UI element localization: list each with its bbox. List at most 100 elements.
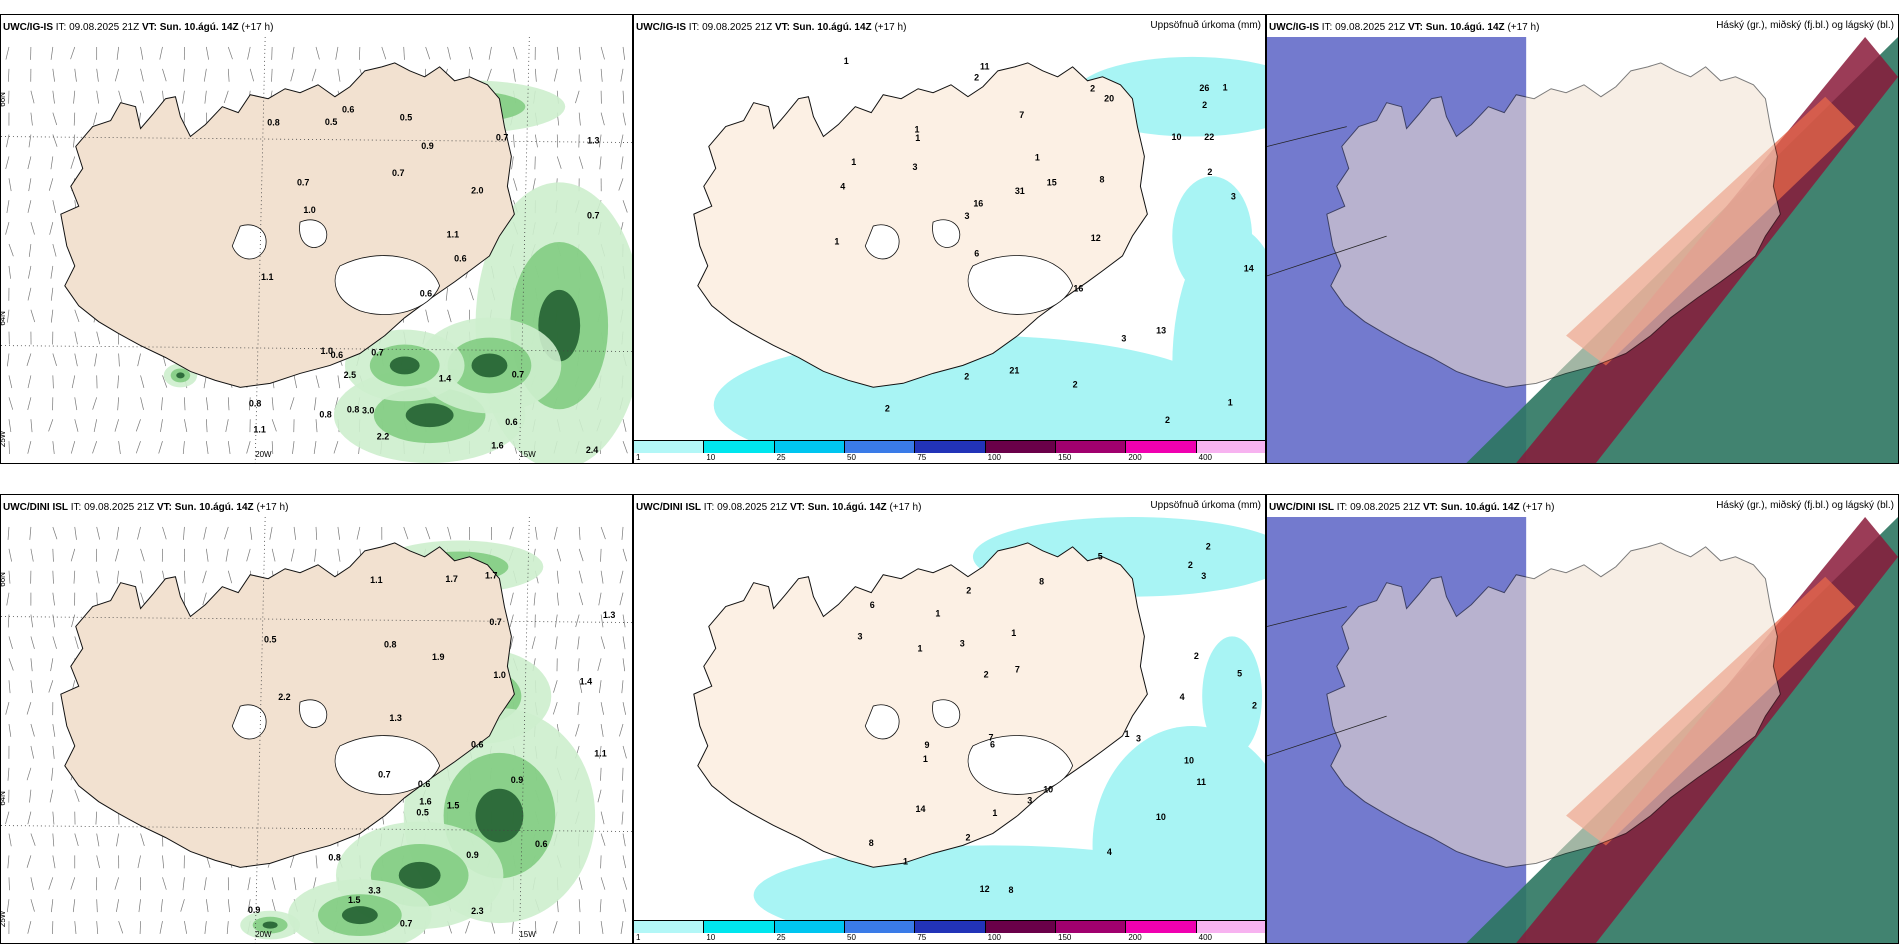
value-label: 2 [1202,100,1207,110]
wind-barb [600,526,606,540]
model-name: UWC/IG-IS [3,21,53,33]
wind-barb [621,680,624,694]
value-label: 16 [1073,284,1083,294]
value-label: 0.6 [535,839,547,849]
wind-barb [117,397,119,411]
wind-barb [182,877,185,891]
axis-labels: 66N 64N 25W 20W 15W [1,92,536,459]
wind-barb [227,68,230,82]
it-label: IT: [55,21,67,33]
value-label: 2 [1252,700,1257,710]
wind-barb [96,592,98,606]
wind-barb [622,789,624,803]
panel-header: UWC/IG-IS IT: 09.08.2025 21Z VT: Sun. 10… [1269,17,1894,37]
wind-barb [532,178,536,192]
wind-barb [96,570,100,584]
wind-barb [96,68,99,82]
wind-barb [575,614,580,628]
value-label: 3 [913,162,918,172]
glacier [299,699,328,728]
wind-barb [620,156,624,170]
panel-title: Uppsöfnuð úrkoma (mm) [1150,20,1261,31]
wind-barb [70,46,76,60]
value-label: 10 [1184,756,1194,766]
wind-barb [162,877,167,890]
wind-barb [74,789,80,803]
lon-label: 20W [255,450,272,459]
value-label: 1.6 [491,441,503,451]
wind-barb [140,548,145,562]
wind-barb [488,46,492,60]
wind-barb [314,397,317,411]
wind-barb [578,877,583,890]
wind-barb [425,46,431,60]
wind-barb [52,112,58,126]
wind-barb [600,767,602,781]
glacier [932,219,961,248]
wind-barb [556,548,562,562]
wind-barb [315,526,318,540]
wind-barb [622,90,625,104]
wind-barb [116,526,119,540]
value-label: 1 [903,856,908,866]
lon-label: 25W [1,430,7,447]
colorbar-tick: 75 [917,453,927,462]
wind-barb [96,331,101,345]
lon-label: 25W [1,910,7,927]
value-label: 3 [1231,191,1236,201]
wind-barb [8,68,10,82]
value-label: 12 [980,884,990,894]
wind-barb [555,614,558,628]
wind-barb [622,702,627,715]
longitude-line [518,37,530,463]
wind-barb [556,156,562,169]
wind-barb [184,570,186,584]
wind-barb [600,614,604,628]
wind-barb [30,899,35,912]
wind-barb [465,920,470,934]
value-label: 1 [844,56,849,66]
value-label: 2.2 [377,431,389,441]
wind-barb [5,811,10,825]
value-label: 0.7 [297,178,309,188]
colorbar-tick: 200 [1128,453,1142,462]
value-label: 8 [869,838,874,848]
wind-barb [447,526,452,540]
value-label: 1.5 [447,800,459,810]
value-label: 3 [1027,796,1032,806]
value-label: 3 [1121,333,1126,343]
colorbar-swatch [915,921,986,933]
wind-barb [8,243,14,257]
wind-barb [578,570,583,584]
value-label: 22 [1204,132,1214,142]
graticule-line [1267,606,1347,627]
wind-barb [30,419,33,433]
wind-barb [600,68,603,82]
wind-barb [202,592,207,606]
wind-barb [52,353,57,366]
value-label: 2 [974,72,979,82]
value-label: 0.8 [347,405,359,415]
wind-barb [74,636,79,649]
wind-barb [313,441,317,454]
value-label: 0.7 [378,770,390,780]
wind-barb [50,658,54,672]
model-name: UWC/DINI ISL [636,501,701,513]
value-label: 0.9 [248,905,260,915]
it-value: 09.08.2025 21Z [69,21,140,33]
value-label: 0.6 [420,289,432,299]
wind-barb [6,592,10,606]
panel-title: Uppsöfnuð úrkoma (mm) [1150,500,1261,511]
wind-barb [315,46,320,60]
colorbar: 1 10 25 50 75 100 150 200 400 [634,920,1265,943]
wind-barb [28,265,32,279]
colorbar-swatch [774,921,845,933]
precip-area-heavy [389,356,420,375]
wind-barb [30,309,36,323]
model-name: UWC/IG-IS [1269,21,1319,33]
value-label: 14 [915,804,925,814]
wind-barb [7,855,10,869]
wind-barb [599,156,602,170]
wind-barb [92,440,98,454]
panel-header: UWC/DINI ISL IT: 09.08.2025 21Z VT: Sun.… [636,497,1261,517]
